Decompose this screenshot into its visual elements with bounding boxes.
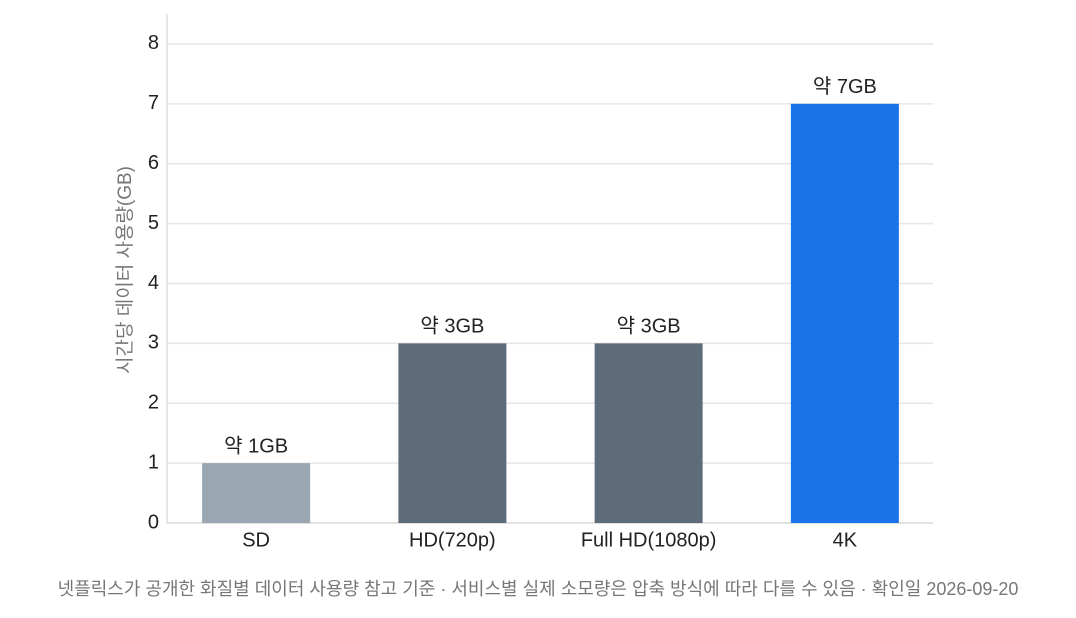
y-tick-label: 8 — [148, 32, 159, 54]
x-tick-label: 4K — [833, 529, 858, 551]
y-tick-label: 0 — [148, 511, 159, 533]
value-label: 약 3GB — [420, 315, 484, 338]
y-tick-label: 1 — [148, 451, 159, 473]
x-tick-label: Full HD(1080p) — [581, 529, 717, 551]
y-tick-label: 2 — [148, 392, 159, 414]
value-label: 약 7GB — [813, 75, 877, 98]
y-tick-label: 7 — [148, 92, 159, 114]
value-label: 약 1GB — [224, 434, 288, 457]
bar — [202, 463, 311, 523]
y-tick-label: 4 — [148, 272, 159, 294]
y-tick-label: 6 — [148, 152, 159, 174]
x-tick-label: HD(720p) — [409, 529, 496, 551]
bar — [790, 103, 899, 523]
bar — [398, 343, 507, 523]
bar — [594, 343, 703, 523]
y-axis-label: 시간당 데이터 사용량(GB) — [114, 166, 136, 374]
x-tick-label: SD — [242, 529, 270, 551]
y-tick-label: 5 — [148, 212, 159, 234]
caption: 넷플릭스가 공개한 화질별 데이터 사용량 참고 기준 · 서비스별 실제 소모… — [58, 579, 1019, 599]
value-label: 약 3GB — [617, 315, 681, 338]
y-tick-label: 3 — [148, 332, 159, 354]
